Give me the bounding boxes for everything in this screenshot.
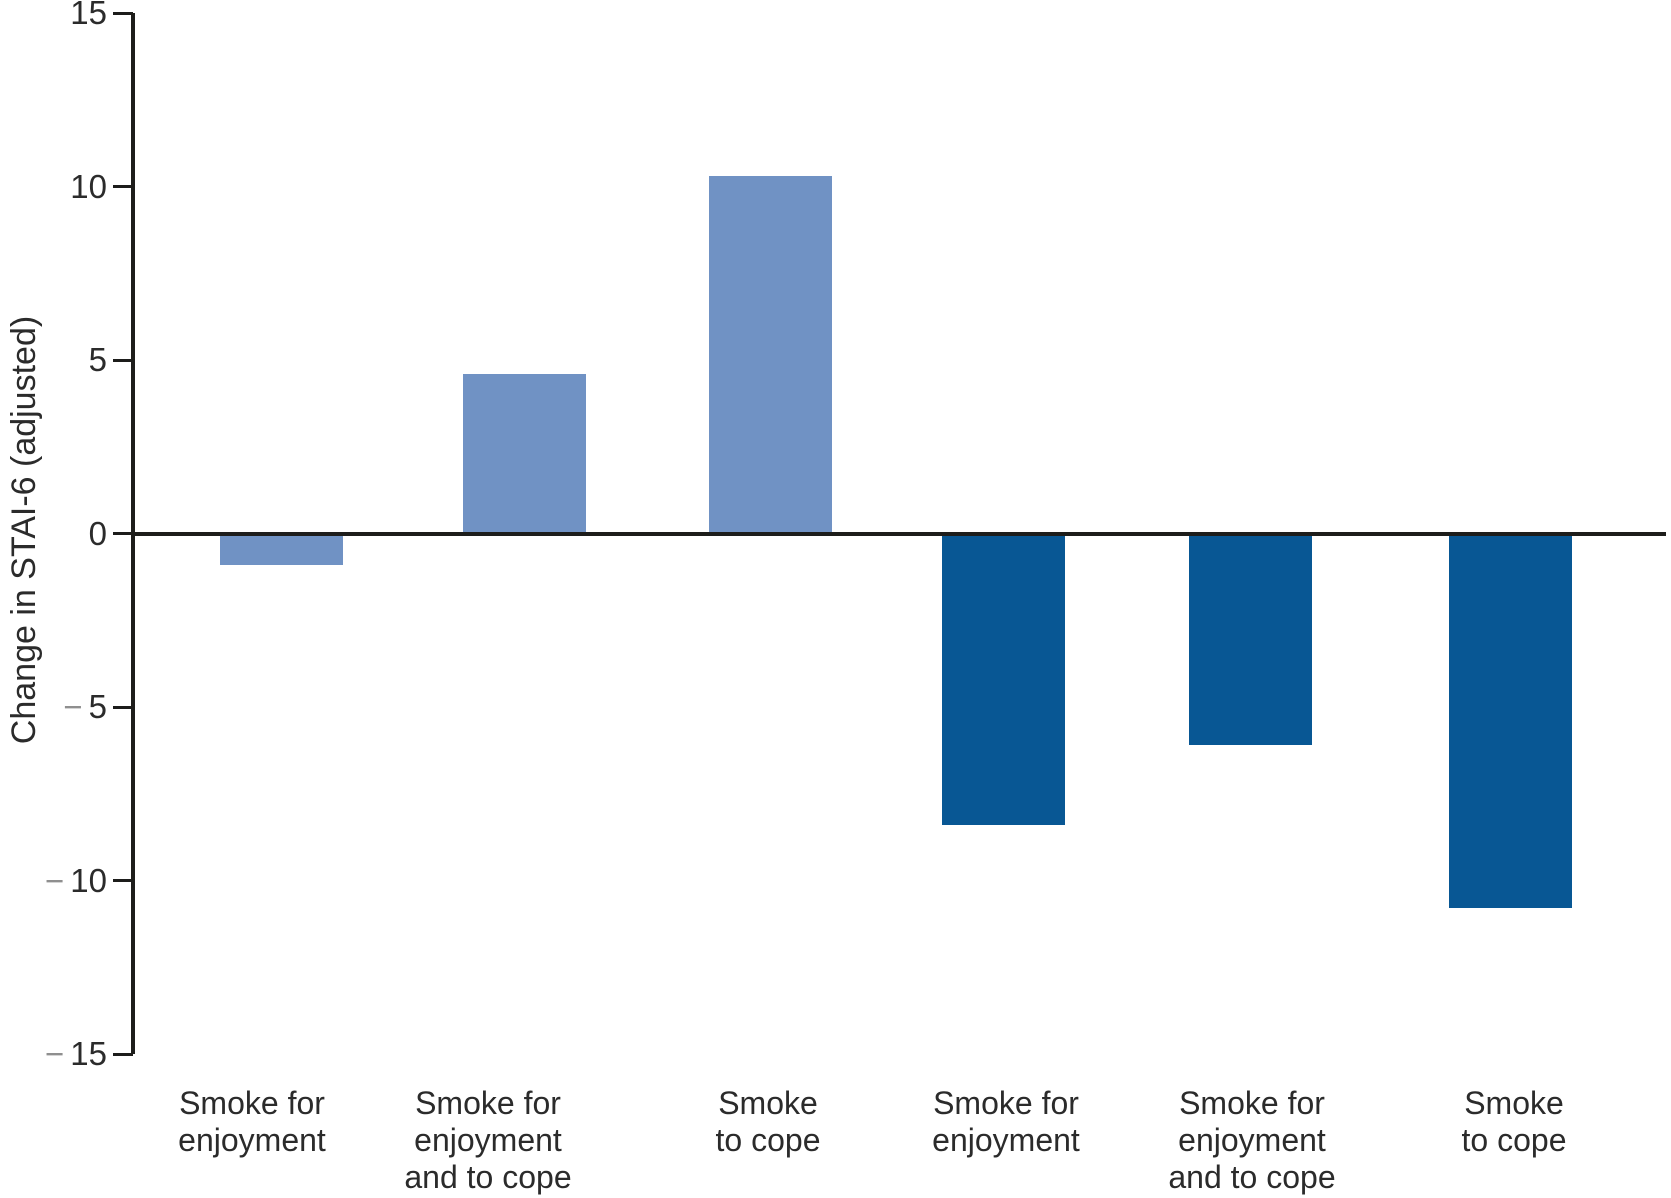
- x-tick-label-line: and to cope: [404, 1159, 572, 1195]
- x-tick-label: Smoke for enjoyment: [856, 1085, 1156, 1159]
- y-tick: [113, 705, 133, 709]
- x-tick-label-line: to cope: [715, 1122, 821, 1158]
- y-tick-label: −5: [63, 688, 107, 725]
- bar: [219, 533, 343, 565]
- bar: [1189, 533, 1312, 746]
- y-tick-label: 15: [70, 0, 107, 31]
- x-tick-label: Smoke for enjoyment and to cope: [1102, 1085, 1402, 1196]
- y-tick: [113, 11, 133, 15]
- y-tick-label: 0: [88, 514, 107, 552]
- bar: [1448, 533, 1572, 909]
- y-tick-label: 10: [70, 167, 107, 205]
- y-tick-label: 5: [88, 341, 107, 378]
- y-tick: [113, 532, 133, 535]
- x-tick-label-line: Smoke for: [179, 1085, 325, 1121]
- bar: [941, 533, 1065, 825]
- y-tick: [113, 185, 133, 188]
- x-tick-label-line: and to cope: [1168, 1159, 1336, 1195]
- y-tick: [113, 879, 133, 882]
- y-tick-label: −10: [45, 861, 107, 899]
- zero-baseline: [133, 531, 1666, 536]
- x-tick-label-line: enjoyment: [414, 1122, 562, 1158]
- minus-sign: −: [45, 861, 65, 899]
- y-tick: [113, 358, 133, 362]
- x-tick-label: Smoke to cope: [618, 1085, 918, 1159]
- x-tick-label-line: enjoyment: [1178, 1122, 1326, 1158]
- minus-sign: −: [45, 1035, 65, 1072]
- minus-sign: −: [63, 688, 83, 725]
- x-tick-label-line: Smoke: [1464, 1085, 1564, 1121]
- x-tick-label-line: to cope: [1461, 1122, 1567, 1158]
- x-tick-label: Smoke to cope: [1364, 1085, 1664, 1159]
- y-tick: [113, 1052, 133, 1056]
- x-tick-label: Smoke for enjoyment: [102, 1085, 402, 1159]
- bar: [463, 373, 586, 534]
- x-tick-label-line: Smoke for: [1179, 1085, 1325, 1121]
- x-tick-label-line: enjoyment: [932, 1122, 1080, 1158]
- x-tick-label-line: Smoke for: [933, 1085, 1079, 1121]
- bar: [709, 176, 832, 534]
- x-tick-label-line: Smoke: [718, 1085, 818, 1121]
- x-tick-label: Smoke for enjoyment and to cope: [338, 1085, 638, 1196]
- x-tick-label-line: Smoke for: [415, 1085, 561, 1121]
- x-tick-label-line: enjoyment: [178, 1122, 326, 1158]
- y-tick-label: −15: [45, 1035, 107, 1072]
